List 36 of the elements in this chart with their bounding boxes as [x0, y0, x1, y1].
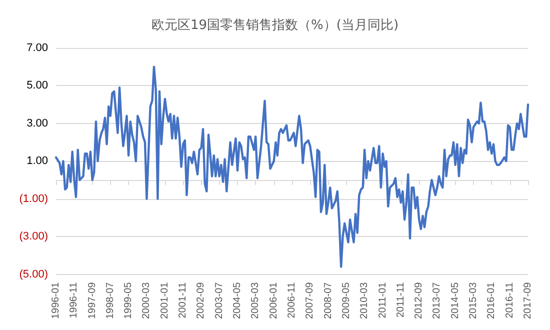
y-tick-label: (3.00): [19, 230, 48, 243]
x-tick-label: 2015-03: [468, 282, 479, 320]
x-tick-label: 2013-07: [432, 282, 443, 320]
y-tick-label: 5.00: [26, 80, 48, 92]
x-tick-label: 1996-01: [50, 282, 62, 320]
x-tick-label: 2005-03: [250, 282, 262, 320]
x-tick-label: 2011-11: [395, 282, 406, 318]
x-tick-label: 2016-01: [486, 282, 498, 320]
x-tick-label: 1996-11: [68, 282, 80, 318]
y-tick-label: (5.00): [19, 268, 48, 280]
x-tick-label: 2012-09: [414, 282, 425, 320]
x-tick-label: 2016-11: [504, 282, 516, 318]
x-tick-label: 1998-07: [104, 282, 116, 320]
x-tick-label: 2017-09: [522, 282, 534, 320]
x-tick-label: 2001-01: [159, 282, 170, 320]
x-tick-label: 2000-03: [141, 282, 152, 320]
chart-title: 欧元区19国零售销售指数（%）(当月同比): [151, 18, 399, 33]
x-tick-label: 2008-07: [322, 282, 334, 320]
x-tick-label: 2004-05: [232, 282, 243, 320]
x-tick-label: 2001-11: [178, 282, 189, 318]
y-tick-label: 1.00: [26, 155, 48, 168]
x-tick-label: 1999-05: [123, 282, 134, 320]
x-tick-label: 2010-03: [359, 282, 370, 320]
line-series: [54, 66, 530, 268]
x-tick-label: 2006-11: [286, 282, 298, 318]
x-tick-label: 2002-09: [196, 282, 207, 320]
y-tick-label: 7.00: [26, 42, 48, 54]
y-tick-label: 3.00: [26, 117, 48, 130]
x-tick-label: 2003-07: [214, 282, 225, 320]
x-tick-label: 1997-09: [86, 282, 98, 320]
x-tick-label: 2011-01: [377, 282, 388, 318]
x-tick-label: 2007-09: [304, 282, 316, 320]
x-tick-label: 2006-01: [268, 282, 280, 320]
x-tick-label: 2009-05: [340, 282, 352, 320]
x-tick-label: 2014-05: [450, 282, 461, 320]
y-tick-label: (1.00): [19, 192, 48, 205]
